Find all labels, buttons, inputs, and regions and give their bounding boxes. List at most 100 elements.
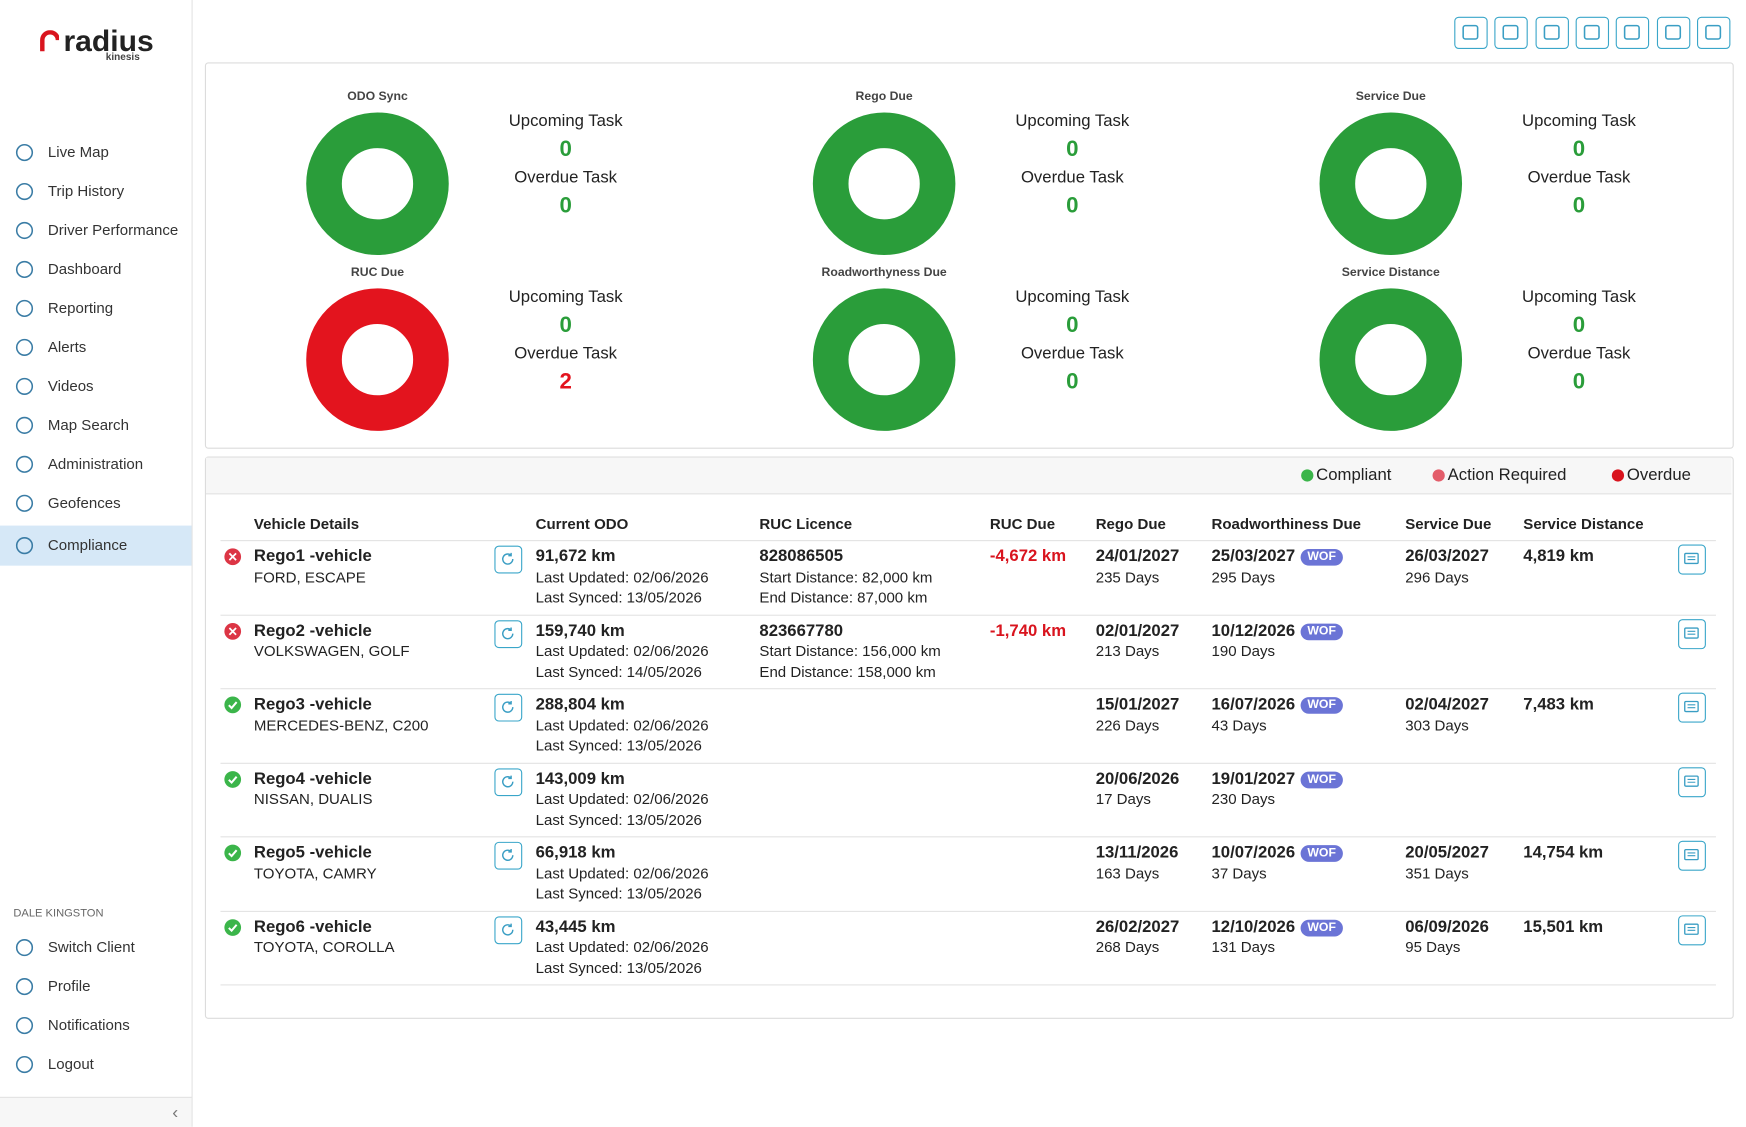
nav-item[interactable]: Map Search — [47, 416, 129, 434]
row-rule — [220, 910, 1716, 912]
upcoming-label: Upcoming Task — [1015, 111, 1130, 131]
toolbar-button[interactable] — [1535, 16, 1569, 49]
legend-bar — [206, 457, 1732, 495]
logo-mark — [40, 30, 60, 52]
cell-odo-synced: Last Synced: 13/05/2026 — [535, 885, 702, 903]
nav-item[interactable]: Driver Performance — [47, 221, 179, 239]
cell-service-due: 26/03/2027 — [1405, 546, 1489, 566]
nav-icon — [15, 494, 34, 512]
cell-ruc-due: -1,740 km — [989, 620, 1067, 640]
cell-odo-updated: Last Updated: 02/06/2026 — [535, 938, 709, 956]
overdue-value: 0 — [559, 193, 572, 219]
sync-button[interactable] — [494, 841, 523, 870]
legend-label: Overdue — [1626, 465, 1691, 485]
cell-ruc-licence: 823667780 — [759, 620, 844, 640]
sync-button[interactable] — [494, 915, 523, 944]
legend-label: Compliant — [1316, 465, 1392, 485]
cell-odo-synced: Last Synced: 13/05/2026 — [535, 811, 702, 829]
cell-ruc-start: Start Distance: 82,000 km — [759, 568, 933, 586]
toolbar-button[interactable] — [1454, 16, 1488, 49]
user-name: DALE KINGSTON — [13, 907, 104, 920]
cell-odo: 288,804 km — [535, 694, 625, 714]
notes-button[interactable] — [1678, 692, 1706, 723]
cell-rwof-days: 131 Days — [1211, 938, 1276, 956]
notes-button[interactable] — [1678, 544, 1706, 575]
cell-rego-due: 20/06/2026 — [1095, 768, 1180, 788]
logo-sub: kinesis — [105, 51, 140, 63]
donut — [1319, 288, 1463, 431]
nav-item[interactable]: Administration — [47, 455, 144, 473]
rwof-date: 16/07/2026 — [1211, 694, 1296, 714]
nav-item[interactable]: Dashboard — [47, 260, 122, 278]
nav-item[interactable]: Videos — [47, 377, 94, 395]
toolbar-button[interactable] — [1615, 16, 1650, 49]
sync-button[interactable] — [494, 693, 523, 722]
notes-button[interactable] — [1678, 914, 1706, 945]
cell-odo: 66,918 km — [535, 842, 616, 862]
rwof-date: 25/03/2027 — [1211, 546, 1296, 566]
cell-odo: 91,672 km — [535, 546, 616, 566]
sync-button[interactable] — [494, 619, 523, 648]
row-rule — [220, 614, 1716, 616]
nav-item[interactable]: Alerts — [47, 338, 87, 356]
nav-icon — [15, 537, 34, 555]
toolbar-button[interactable] — [1656, 16, 1690, 49]
upcoming-value: 0 — [1066, 136, 1079, 162]
rwof-date: 10/07/2026 — [1211, 842, 1296, 862]
cell-model: VOLKSWAGEN, GOLF — [253, 642, 410, 660]
account-item[interactable]: Notifications — [47, 1016, 130, 1034]
column-header: Current ODO — [535, 515, 629, 533]
nav-item[interactable]: Reporting — [47, 299, 114, 317]
cell-service-days: 303 Days — [1405, 716, 1469, 734]
legend-icon — [1611, 469, 1625, 482]
cell-rego-days: 226 Days — [1095, 716, 1160, 734]
collapse-bar[interactable]: ‹ — [0, 1096, 192, 1127]
cell-ruc-end: End Distance: 158,000 km — [759, 663, 936, 681]
column-header: Service Due — [1405, 515, 1492, 533]
donut-title: RUC Due — [350, 266, 405, 280]
nav-item[interactable]: Compliance — [47, 536, 128, 554]
toolbar-button[interactable] — [1696, 16, 1731, 49]
notes-button[interactable] — [1678, 618, 1706, 649]
logo-brand: radius — [63, 24, 154, 58]
column-header: Roadworthiness Due — [1211, 515, 1362, 533]
cell-odo-updated: Last Updated: 02/06/2026 — [535, 790, 709, 808]
nav-item[interactable]: Trip History — [47, 182, 125, 200]
upcoming-label: Upcoming Task — [1522, 111, 1636, 131]
nav-item[interactable]: Live Map — [47, 143, 109, 161]
cell-odo-updated: Last Updated: 02/06/2026 — [535, 642, 709, 660]
cell-rwof-days: 43 Days — [1211, 716, 1267, 734]
sync-button[interactable] — [494, 767, 523, 796]
donut — [812, 112, 956, 255]
cell-model: FORD, ESCAPE — [253, 568, 366, 586]
donut — [306, 112, 449, 255]
column-header: RUC Licence — [759, 515, 853, 533]
cell-service-distance: 7,483 km — [1523, 694, 1594, 714]
account-item[interactable]: Switch Client — [47, 938, 135, 956]
notes-button[interactable] — [1678, 840, 1706, 871]
account-icon — [15, 1016, 34, 1035]
overdue-label: Overdue Task — [1020, 344, 1124, 364]
cell-vehicle: Rego5 -vehicle — [253, 842, 372, 862]
sync-button[interactable] — [494, 545, 523, 574]
cell-vehicle: Rego6 -vehicle — [253, 916, 372, 936]
nav-item[interactable]: Geofences — [47, 494, 121, 512]
column-header: RUC Due — [989, 515, 1056, 533]
summary-card — [204, 62, 1734, 449]
notes-button[interactable] — [1678, 766, 1706, 797]
legend-label: Action Required — [1447, 465, 1567, 485]
upcoming-label: Upcoming Task — [1522, 287, 1636, 307]
account-item[interactable]: Profile — [47, 977, 91, 995]
cell-odo-updated: Last Updated: 02/06/2026 — [535, 716, 709, 734]
cell-rego-days: 17 Days — [1095, 790, 1151, 808]
wof-badge: WOF — [1300, 919, 1343, 936]
toolbar-button[interactable] — [1575, 16, 1609, 49]
cell-rego-days: 235 Days — [1095, 568, 1160, 586]
overdue-value: 0 — [1066, 193, 1079, 219]
account-item[interactable]: Logout — [47, 1055, 94, 1073]
wof-badge: WOF — [1300, 548, 1343, 566]
toolbar-button[interactable] — [1494, 16, 1529, 49]
column-header: Vehicle Details — [253, 515, 360, 533]
cell-odo-updated: Last Updated: 02/06/2026 — [535, 864, 709, 882]
legend-icon — [1432, 469, 1445, 482]
